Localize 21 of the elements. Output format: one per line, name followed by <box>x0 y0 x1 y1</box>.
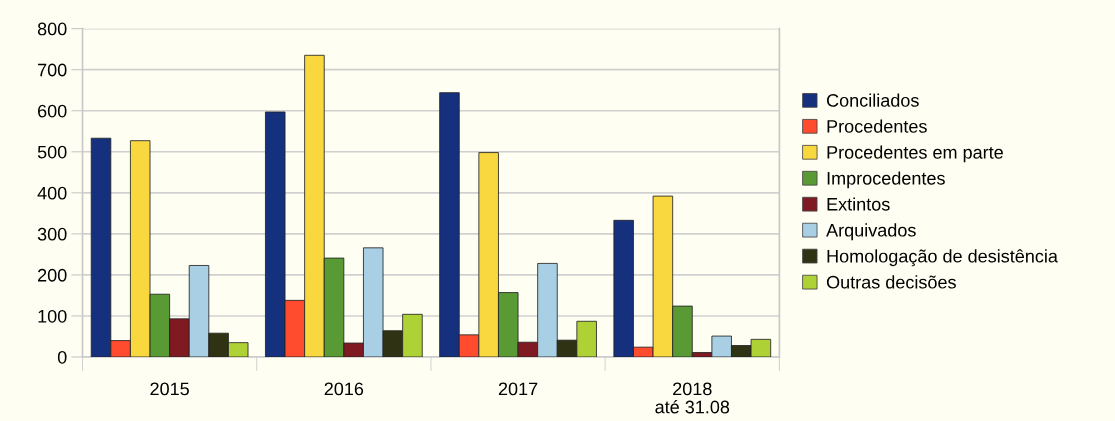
legend-label: Homologação de desistência <box>827 249 1058 267</box>
y-tick-label: 500 <box>37 145 67 159</box>
y-tick-label: 800 <box>37 22 67 36</box>
y-tick-label: 100 <box>38 309 67 323</box>
legend-label: Arquivados <box>826 223 916 241</box>
x-tick-label: 2017 <box>498 382 538 396</box>
y-tick-label: 200 <box>38 268 67 282</box>
legend-label: Procedentes <box>827 119 927 133</box>
legend-label: Improcedentes <box>827 171 945 189</box>
legend-label: Extintos <box>827 197 890 211</box>
x-tick-label: 2018 até 31.08 <box>655 382 730 414</box>
y-tick-label: 400 <box>37 186 67 200</box>
y-tick-label: 600 <box>38 104 67 118</box>
legend-label: Procedentes em parte <box>827 145 1003 163</box>
y-tick-label: 300 <box>37 227 67 241</box>
legend-label: Conciliados <box>826 93 919 107</box>
x-tick-label: 2015 <box>150 382 189 396</box>
y-tick-label: 0 <box>57 350 67 364</box>
y-tick-label: 700 <box>38 63 67 77</box>
x-tick-label: 2016 <box>324 382 364 396</box>
legend-label: Outras decisões <box>826 275 956 289</box>
